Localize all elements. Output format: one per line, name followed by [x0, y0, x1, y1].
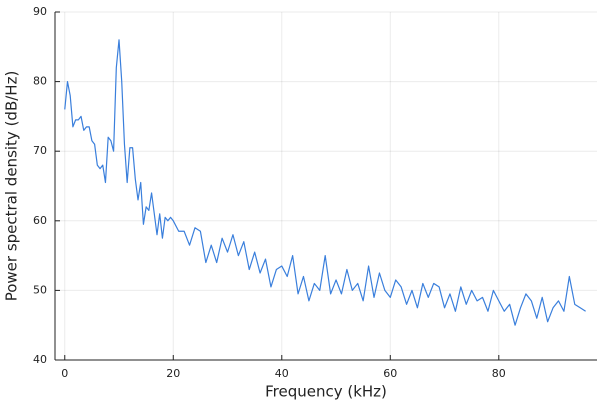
data-line: [64, 39, 586, 326]
y-tick-label: 60: [33, 214, 47, 227]
x-tick-label: 20: [166, 367, 180, 380]
x-tick-label: 60: [383, 367, 397, 380]
y-axis-label: Power spectral density (dB/Hz): [3, 71, 21, 302]
x-tick-label: 40: [275, 367, 289, 380]
y-tick-label: 40: [33, 353, 47, 366]
y-tick-label: 90: [33, 5, 47, 18]
x-tick-label: 0: [61, 367, 68, 380]
y-tick-label: 80: [33, 75, 47, 88]
x-tick-label: 80: [492, 367, 506, 380]
x-axis-label: Frequency (kHz): [265, 383, 387, 401]
y-tick-label: 50: [33, 283, 47, 296]
y-tick-label: 70: [33, 144, 47, 157]
